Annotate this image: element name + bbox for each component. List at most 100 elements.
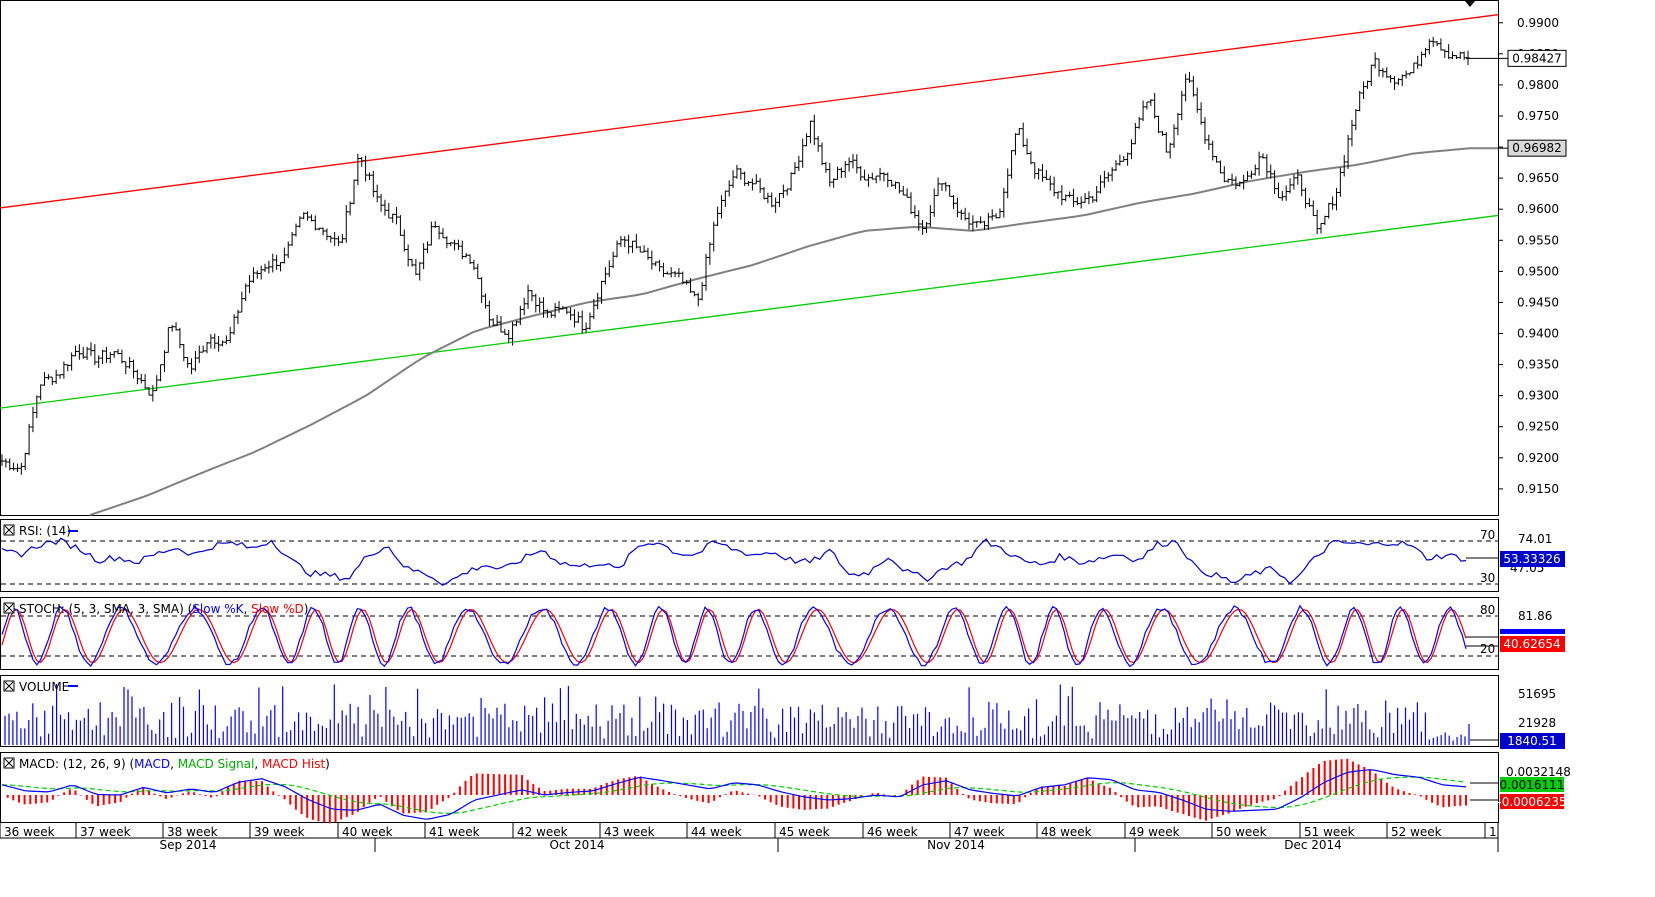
price-bar [1152, 92, 1157, 119]
price-bar [1423, 47, 1428, 58]
rsi-level-30: 30 [1480, 571, 1495, 585]
macd-axis-label: 0.0032148 [1506, 765, 1571, 779]
price-bar [1160, 131, 1165, 136]
ma-value-marker: 0.96982 [1498, 139, 1567, 157]
price-bar [0, 454, 4, 467]
price-bar [1342, 155, 1347, 177]
price-bar [1156, 115, 1161, 134]
price-bar [1117, 154, 1122, 166]
price-bar [1311, 200, 1316, 217]
price-bar [970, 215, 975, 232]
price-bar [897, 182, 902, 194]
price-bar [1377, 58, 1382, 77]
price-bar [526, 284, 531, 309]
price-bar [146, 386, 151, 396]
price-bar [417, 262, 422, 281]
price-bar [638, 246, 643, 253]
price-bar [1365, 80, 1370, 89]
price-tick-label: 0.9800 [1517, 78, 1559, 92]
price-bar [73, 345, 78, 357]
price-bar [905, 188, 910, 198]
week-label: 42 week [517, 825, 568, 839]
price-bar [228, 326, 233, 343]
price-bar [615, 240, 620, 258]
price-panel[interactable]: 0.99000.98500.98000.97500.97000.96500.96… [0, 0, 1567, 516]
price-bar [622, 236, 627, 248]
month-label: Sep 2014 [160, 838, 217, 852]
price-bar [433, 221, 438, 228]
price-bar [823, 161, 828, 173]
price-bar [587, 312, 592, 330]
price-bar [936, 177, 941, 197]
price-bar [359, 157, 364, 167]
week-label: 50 week [1216, 825, 1267, 839]
price-bar [506, 329, 511, 344]
price-bar [104, 346, 109, 363]
price-bar [201, 345, 206, 353]
price-bar [270, 253, 275, 273]
price-bar [363, 155, 368, 182]
price-bar [471, 259, 476, 271]
price-bar [205, 341, 210, 354]
price-bar [560, 305, 565, 310]
price-bar [986, 212, 991, 230]
price-bar [119, 349, 124, 364]
volume-panel[interactable]: 51695 21928 1840.51 VOLUME [0, 675, 1566, 750]
price-tick-label: 0.9750 [1517, 109, 1559, 123]
price-bar [81, 346, 86, 359]
price-bar [769, 192, 774, 208]
price-bar [1288, 178, 1293, 194]
price-bar [1380, 68, 1385, 78]
price-bar [665, 271, 670, 275]
price-bar [30, 406, 35, 433]
price-bar [549, 311, 554, 318]
price-bar [65, 364, 70, 372]
price-bar [1349, 119, 1354, 147]
week-label: 41 week [429, 825, 480, 839]
price-bar [189, 358, 194, 375]
week-label: 43 week [604, 825, 655, 839]
price-bar [1067, 191, 1072, 198]
price-bar [1164, 132, 1169, 153]
price-bar [174, 322, 179, 331]
month-label: Oct 2014 [549, 838, 604, 852]
price-bar [1264, 154, 1269, 178]
stoch-panel[interactable]: 80 20 81.86 40.62654 STOCH: (5, 3, SMA, … [0, 597, 1566, 670]
rsi-panel[interactable]: 70 30 74.01 47.05 53.33326 RSI: (14) [0, 519, 1566, 592]
price-bar [874, 175, 879, 184]
price-bar [1129, 139, 1134, 160]
price-tick-label: 0.9250 [1517, 420, 1559, 434]
price-bar [696, 292, 701, 307]
price-bar [893, 181, 898, 189]
price-bar [154, 375, 159, 392]
price-bar [1098, 175, 1103, 194]
price-bar [390, 213, 395, 223]
week-label: 52 week [1391, 825, 1442, 839]
price-bar [1438, 38, 1443, 51]
price-bar [963, 207, 968, 221]
price-bar [495, 314, 500, 326]
volume-axis-label-low: 21928 [1518, 716, 1556, 730]
price-bar [100, 349, 105, 365]
price-bar [564, 307, 569, 315]
price-bar [781, 184, 786, 199]
price-bar [557, 300, 562, 313]
price-bar [1017, 127, 1022, 135]
stoch-d-line [1, 608, 1467, 664]
price-bar [429, 221, 434, 246]
price-bar [185, 356, 190, 368]
price-bar [1009, 150, 1014, 179]
price-bar [42, 371, 47, 386]
price-bar [1141, 100, 1146, 122]
scroll-marker-icon[interactable] [1465, 1, 1475, 7]
price-bar [220, 340, 225, 347]
price-bar [1137, 116, 1142, 129]
price-bar [545, 309, 550, 318]
macd-panel[interactable]: 0.0032148 0.0016111 -0.0006235 MACD: (12… [0, 752, 1571, 824]
price-bar [1114, 160, 1119, 171]
lower-channel-line [0, 214, 1499, 409]
price-bar [1357, 91, 1362, 112]
price-bar [1075, 197, 1080, 206]
price-bar [317, 227, 322, 231]
